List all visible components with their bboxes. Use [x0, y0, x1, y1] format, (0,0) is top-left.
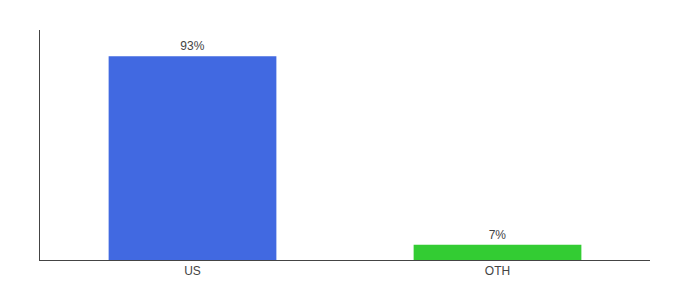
svg-text:7%: 7% [489, 228, 507, 242]
svg-text:US: US [184, 264, 201, 278]
svg-text:OTH: OTH [485, 264, 510, 278]
svg-text:93%: 93% [180, 39, 204, 53]
